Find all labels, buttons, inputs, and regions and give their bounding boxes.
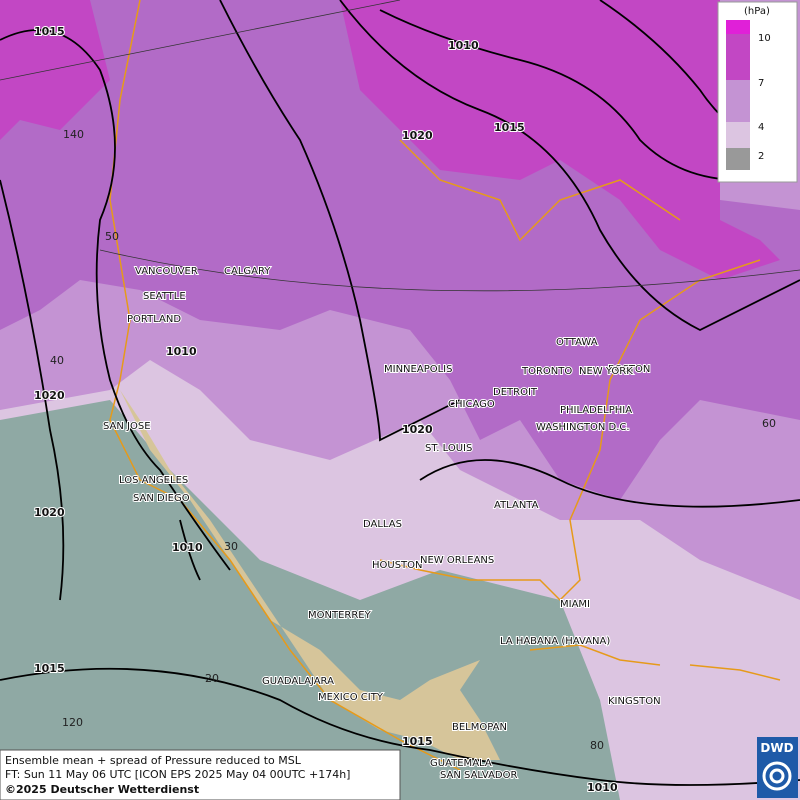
city-label: CALGARY <box>224 266 271 277</box>
graticule-label: 20 <box>205 672 219 685</box>
graticule-label: 50 <box>105 230 119 243</box>
city-label: GUATEMALA <box>430 758 492 769</box>
legend-level: 2 <box>758 151 764 162</box>
isobar-label: 1020 <box>402 423 433 436</box>
spread-max <box>340 0 780 280</box>
city-label: SAN SALVADOR <box>440 770 517 781</box>
graticule-label: 120 <box>62 716 83 729</box>
city-label: VANCOUVER <box>135 266 198 277</box>
labels: VANCOUVER CALGARY SEATTLE PORTLAND MINNEAPOL… <box>33 24 776 795</box>
graticule-label: 140 <box>63 128 84 141</box>
legend-unit: (hPa) <box>744 6 770 17</box>
city-label: ST. LOUIS <box>425 443 472 454</box>
city-label: NEW YORK <box>579 366 633 377</box>
legend-level: 10 <box>758 33 771 44</box>
graticule-label: 80 <box>590 739 604 752</box>
coastlines <box>109 0 781 771</box>
logo-text: DWD <box>760 741 793 755</box>
logo: DWD <box>757 737 798 798</box>
footer-line: Ensemble mean + spread of Pressure reduc… <box>5 754 302 767</box>
isobar-label: 1015 <box>34 662 65 675</box>
isobar-label: 1010 <box>166 345 197 358</box>
city-label: KINGSTON <box>608 696 661 707</box>
legend-level: 4 <box>758 122 764 133</box>
city-label: WASHINGTON D.C. <box>536 422 630 433</box>
city-label: MEXICO CITY <box>318 692 384 703</box>
city-label: DALLAS <box>363 519 402 530</box>
spread-max-west <box>0 0 110 140</box>
legend-level: 7 <box>758 78 764 89</box>
legend: (hPa) 10 7 4 2 <box>717 1 798 183</box>
city-label: BELMOPAN <box>452 722 507 733</box>
terrain <box>120 390 500 760</box>
city-label: CHICAGO <box>448 399 495 410</box>
isobar-label: 1010 <box>448 39 479 52</box>
city-label: MIAMI <box>560 599 590 610</box>
city-label: DETROIT <box>493 387 538 398</box>
city-label: SAN JOSE <box>103 421 151 432</box>
city-label: TORONTO <box>521 366 572 377</box>
footer-line: FT: Sun 11 May 06 UTC [ICON EPS 2025 May… <box>5 768 350 781</box>
city-label: HOUSTON <box>372 560 423 571</box>
isobar-label: 1010 <box>587 781 618 794</box>
city-label: SEATTLE <box>143 291 186 302</box>
isobar-label: 1020 <box>34 506 65 519</box>
graticule <box>0 0 800 292</box>
city-label: MONTERREY <box>308 610 372 621</box>
logo-swirl <box>769 768 785 784</box>
legend-swatch <box>726 148 750 170</box>
isobar-label: 1015 <box>402 735 433 748</box>
city-label: MINNEAPOLIS <box>384 364 452 375</box>
footer-line: ©2025 Deutscher Wetterdienst <box>5 783 199 796</box>
footer-box <box>0 749 401 800</box>
logo-swirl <box>762 761 792 791</box>
city-label: LA HABANA (HAVANA) <box>500 636 610 647</box>
legend-swatch <box>726 80 750 122</box>
isobar-label: 1020 <box>34 389 65 402</box>
city-label: OTTAWA <box>556 337 598 348</box>
legend-swatch <box>726 122 750 148</box>
city-label: GUADALAJARA <box>262 676 334 687</box>
city-label: LOS ANGELES <box>119 475 188 486</box>
legend-swatch <box>726 20 750 34</box>
graticule-label: 30 <box>224 540 238 553</box>
isobar-label: 1015 <box>494 121 525 134</box>
city-label: PORTLAND <box>127 314 181 325</box>
isobar-label: 1010 <box>172 541 203 554</box>
graticule-label: 60 <box>762 417 776 430</box>
city-label: PHILADELPHIA <box>560 405 632 416</box>
graticule-label: 40 <box>50 354 64 367</box>
isobar-label: 1020 <box>402 129 433 142</box>
city-label: ATLANTA <box>494 500 539 511</box>
city-label: BOSTON <box>608 364 650 375</box>
legend-swatch <box>726 34 750 80</box>
footer: Ensemble mean + spread of Pressure reduc… <box>0 749 401 800</box>
city-label: NEW ORLEANS <box>420 555 494 566</box>
isobar-label: 1015 <box>34 25 65 38</box>
city-label: SAN DIEGO <box>133 493 190 504</box>
